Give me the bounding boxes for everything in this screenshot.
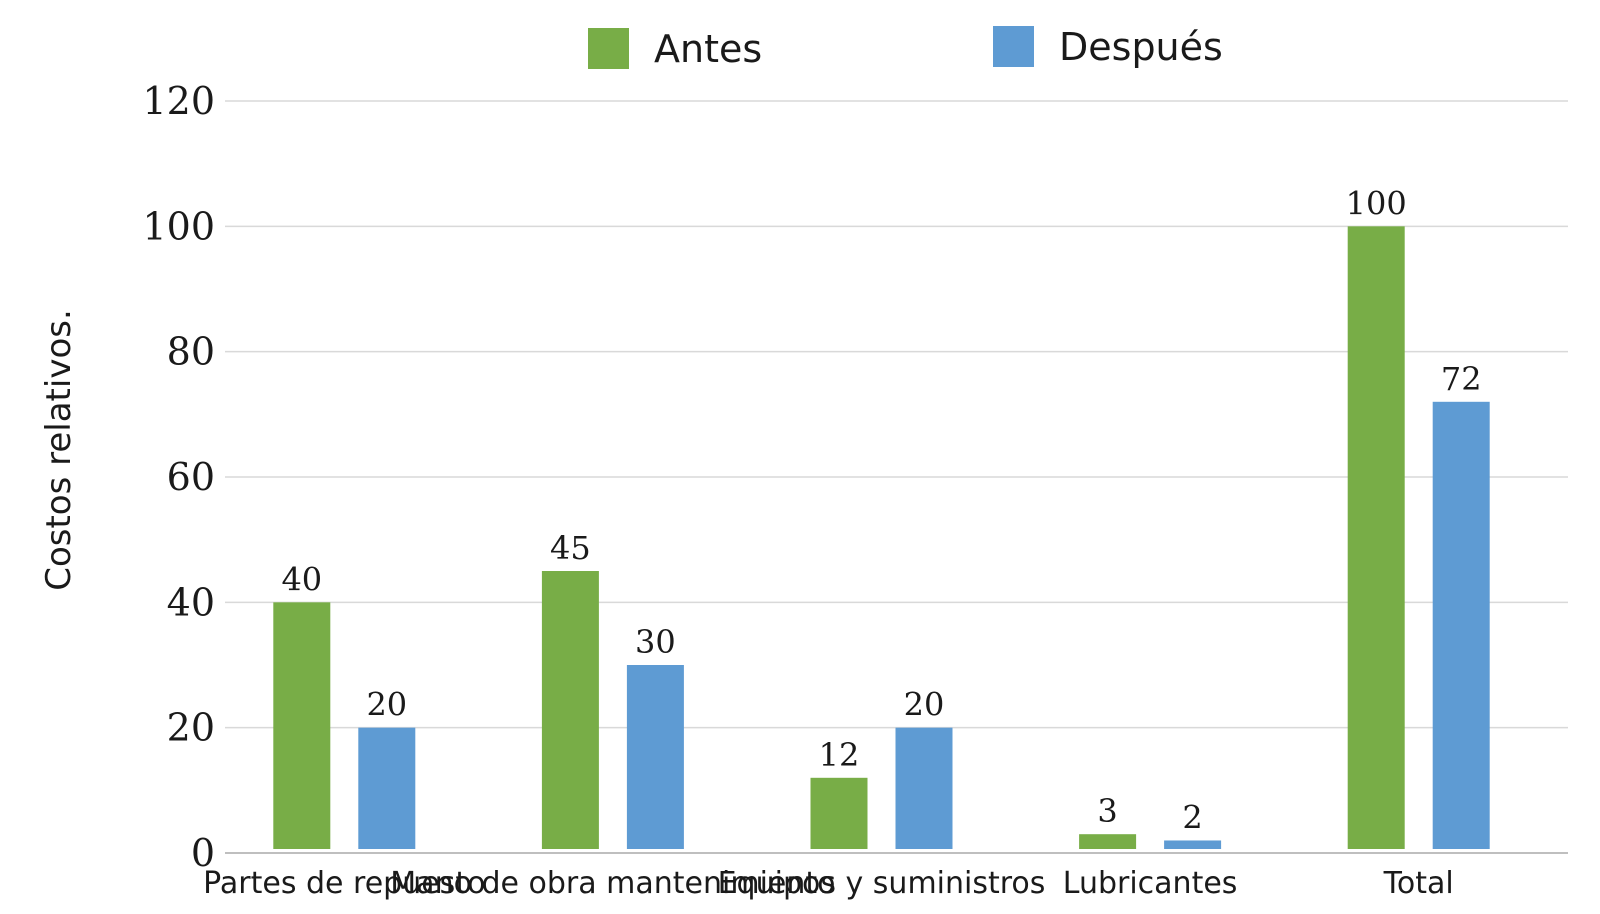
y-tick-label: 20 — [167, 706, 215, 750]
data-label: 3 — [1097, 792, 1117, 830]
data-label: 30 — [635, 623, 676, 661]
legend-label: Después — [1059, 25, 1223, 69]
bar-después-4 — [1432, 401, 1490, 849]
bar-antes-0 — [273, 602, 331, 849]
bar-después-0 — [358, 727, 416, 849]
legend-label: Antes — [654, 27, 762, 71]
data-label: 72 — [1441, 360, 1482, 398]
bar-antes-4 — [1347, 226, 1405, 850]
data-labels: 40 20 45 30 12 20 3 2 100 72 — [281, 184, 1481, 836]
y-tick-label: 100 — [142, 204, 215, 248]
data-label: 20 — [904, 686, 945, 724]
data-label: 2 — [1182, 798, 1202, 836]
y-axis-label: Costos relativos. — [39, 309, 79, 591]
bar-después-3 — [1164, 840, 1222, 849]
data-label: 20 — [366, 686, 407, 724]
x-category-label: Mano de obra mantenimiento — [390, 866, 835, 901]
x-category-label: Partes de repuesto — [203, 866, 485, 901]
y-tick-label: 0 — [191, 831, 215, 875]
y-tick-label: 40 — [167, 580, 215, 624]
legend-swatch-antes — [588, 28, 629, 69]
bar-antes-3 — [1079, 834, 1137, 849]
x-category-label: Lubricantes — [1063, 866, 1238, 901]
bars — [273, 226, 1490, 850]
bar-después-1 — [626, 665, 684, 849]
legend: Antes Después — [588, 25, 1223, 71]
y-tick-label: 120 — [142, 79, 215, 123]
y-axis-ticks: 0 20 40 60 80 100 120 — [142, 79, 215, 875]
y-tick-label: 80 — [167, 330, 215, 374]
y-tick-label: 60 — [167, 455, 215, 499]
data-label: 45 — [550, 529, 591, 567]
x-category-label: Total — [1383, 866, 1454, 901]
legend-swatch-después — [993, 26, 1034, 67]
data-label: 12 — [819, 736, 860, 774]
data-label: 100 — [1346, 184, 1407, 222]
gridlines — [225, 100, 1568, 854]
bar-antes-1 — [541, 571, 599, 849]
bar-después-2 — [895, 727, 953, 849]
bar-antes-2 — [810, 777, 868, 849]
x-category-label: Equipos y suministros — [718, 866, 1046, 901]
data-label: 40 — [281, 560, 322, 598]
